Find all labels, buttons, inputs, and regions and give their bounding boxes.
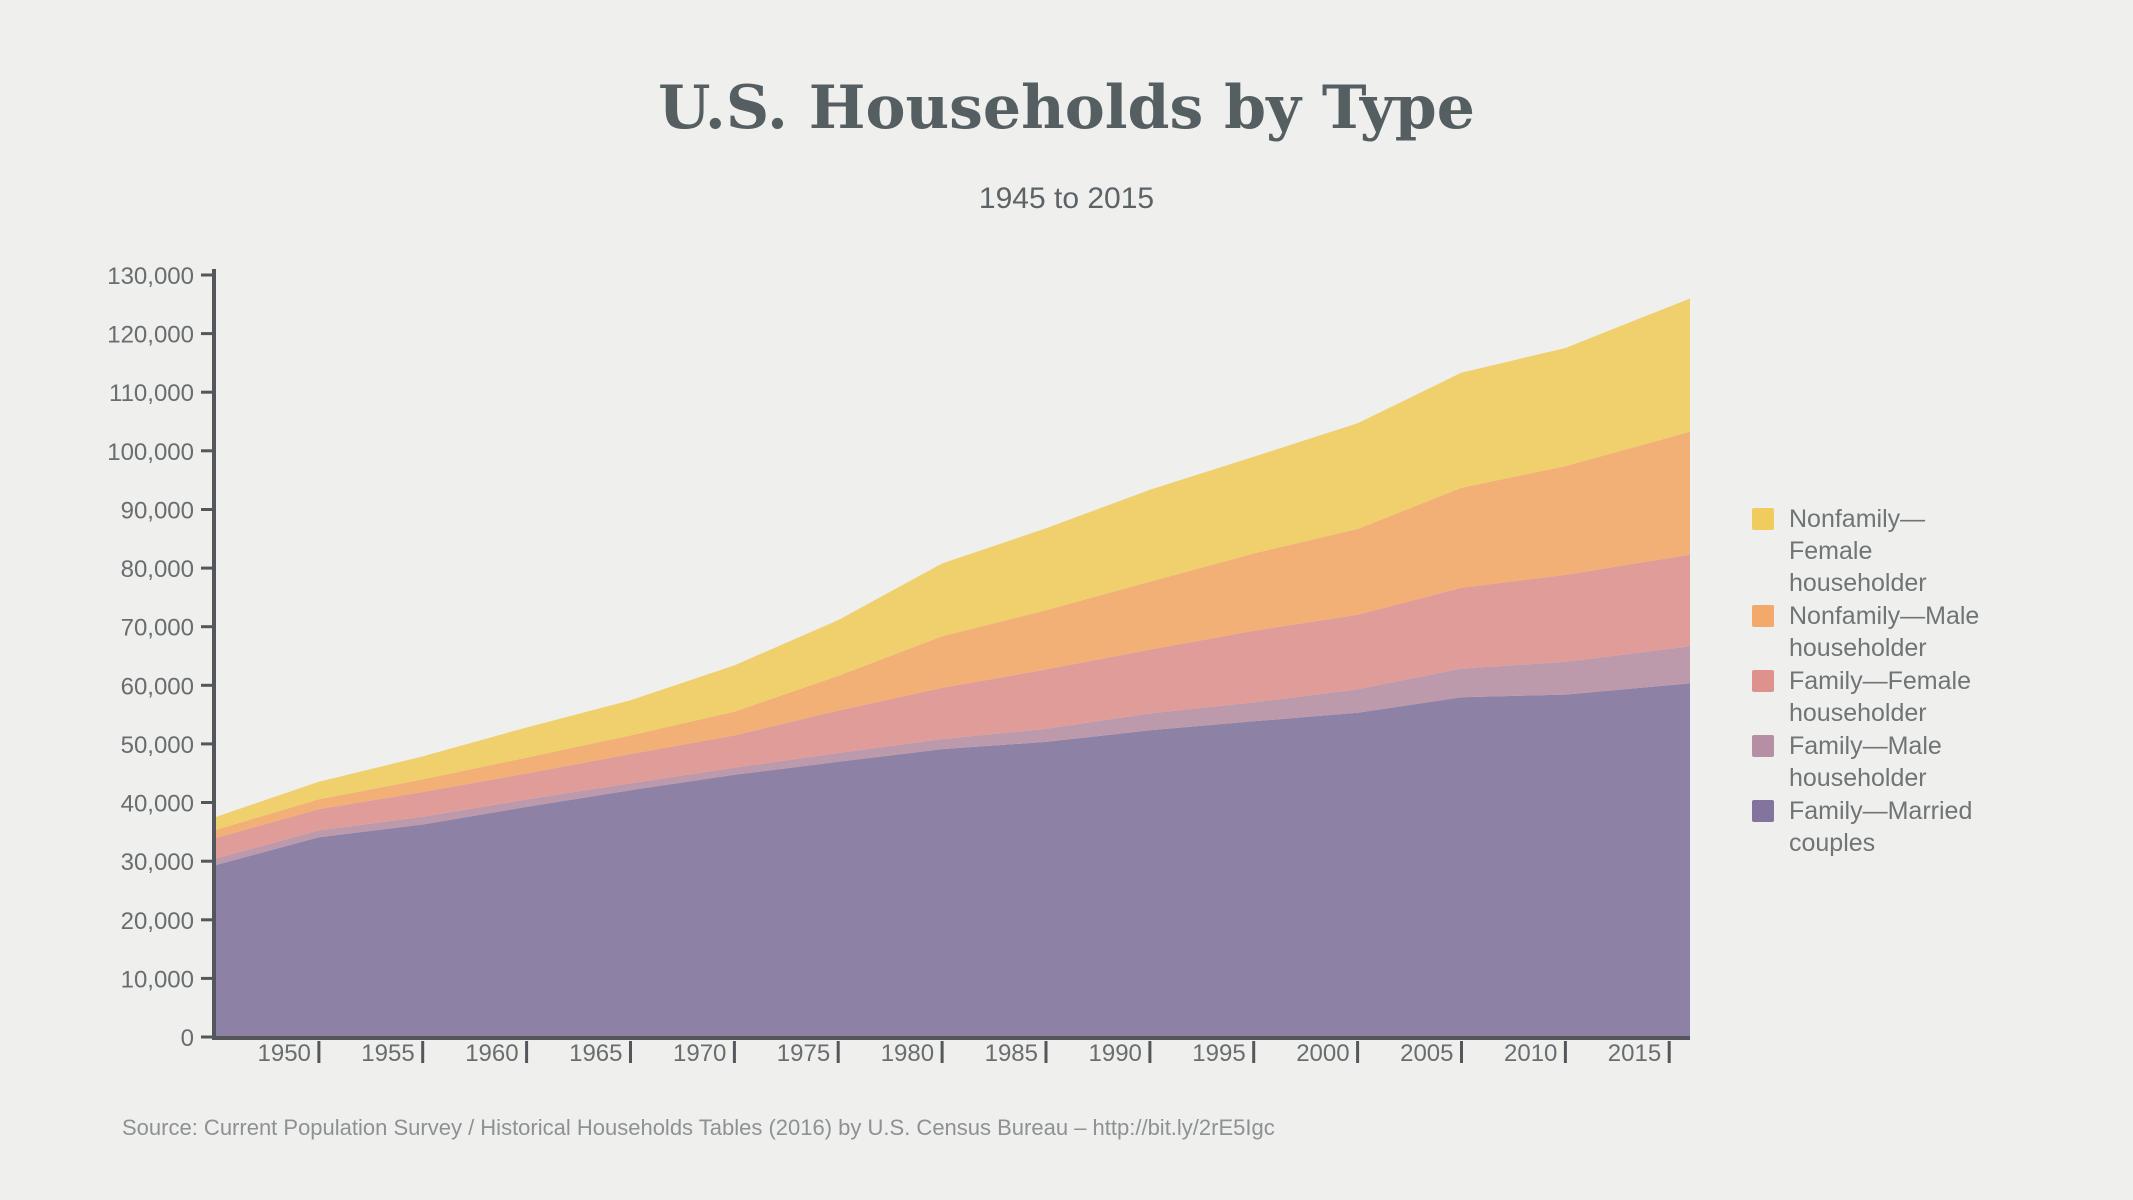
y-tick-label: 90,000 xyxy=(121,498,194,525)
x-tick-label: 2010 xyxy=(1504,1040,1557,1067)
x-tick-label: 2005 xyxy=(1400,1040,1453,1067)
y-tick-label: 110,000 xyxy=(109,380,194,407)
x-tick-label: 1970 xyxy=(673,1040,726,1067)
legend-item: Family—Female householder xyxy=(1752,665,2002,729)
legend-item: Nonfamily—Male householder xyxy=(1752,600,2002,664)
legend-item: Family—Married couples xyxy=(1752,795,2002,859)
y-tick-label: 100,000 xyxy=(107,439,194,466)
y-tick-label: 0 xyxy=(181,1025,194,1052)
source-note: Source: Current Population Survey / Hist… xyxy=(122,1115,1275,1140)
x-tick-label: 1955 xyxy=(361,1040,414,1067)
x-tick-label: 1975 xyxy=(777,1040,830,1067)
y-tick-label: 50,000 xyxy=(121,732,194,759)
x-tick-label: 2000 xyxy=(1296,1040,1349,1067)
legend: Nonfamily—Female householder Nonfamily—Ma… xyxy=(1752,503,2002,859)
legend-swatch xyxy=(1752,800,1774,822)
area-series-4: Nonfamily—Female householder xyxy=(215,298,1690,831)
y-tick-label: 130,000 xyxy=(107,263,194,290)
legend-swatch xyxy=(1752,670,1774,692)
y-tick-label: 70,000 xyxy=(121,615,194,642)
y-tick-label: 60,000 xyxy=(121,673,194,700)
x-tick-label: 1980 xyxy=(881,1040,934,1067)
x-tick-label: 1960 xyxy=(465,1040,518,1067)
y-tick-label: 120,000 xyxy=(107,322,194,349)
area-series-1: Family—Male householder xyxy=(215,646,1690,866)
chart-subtitle: 1945 to 2015 xyxy=(978,182,1155,215)
legend-swatch xyxy=(1752,735,1774,757)
y-tick-label: 30,000 xyxy=(121,849,194,876)
legend-label: Nonfamily—Female householder xyxy=(1789,505,1927,597)
x-tick-label: 1995 xyxy=(1192,1040,1245,1067)
y-tick-label: 40,000 xyxy=(121,791,194,818)
x-tick-label: 1965 xyxy=(569,1040,622,1067)
legend-label: Nonfamily—Male householder xyxy=(1789,602,1980,662)
legend-swatch xyxy=(1752,605,1774,627)
area-series-3: Nonfamily—Male householder xyxy=(215,431,1690,839)
legend-item: Family—Male householder xyxy=(1752,730,2002,794)
legend-label: Family—Male householder xyxy=(1789,732,1942,792)
legend-label: Family—Married couples xyxy=(1789,797,1973,857)
x-tick-label: 2015 xyxy=(1608,1040,1661,1067)
x-tick-label: 1985 xyxy=(985,1040,1038,1067)
area-series-2: Family—Female householder xyxy=(215,554,1690,859)
y-tick-label: 10,000 xyxy=(121,966,194,993)
x-tick-label: 1990 xyxy=(1089,1040,1142,1067)
legend-label: Family—Female householder xyxy=(1789,667,1971,727)
y-tick-label: 80,000 xyxy=(121,556,194,583)
legend-item: Nonfamily—Female householder xyxy=(1752,503,2002,599)
legend-swatch xyxy=(1752,508,1774,530)
y-tick-label: 20,000 xyxy=(121,908,194,935)
chart-title: U.S. Households by Type xyxy=(658,73,1475,143)
x-tick-label: 1950 xyxy=(258,1040,311,1067)
area-series-0: Family—Married couples xyxy=(215,683,1690,1037)
